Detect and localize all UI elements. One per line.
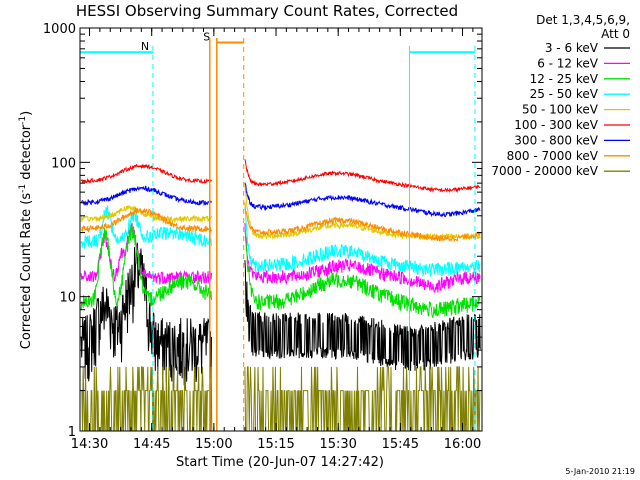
flag-label: S	[203, 30, 210, 43]
series-line	[244, 366, 481, 432]
x-tick-label: 16:00	[444, 437, 481, 452]
series-line	[244, 202, 481, 243]
legend-label: 100 - 300 keV	[514, 118, 598, 132]
x-tick-label: 15:00	[195, 437, 232, 452]
y-tick-label: 1	[68, 425, 76, 440]
flag-label: N	[141, 40, 149, 53]
x-axis-ticks: 14:30 14:45 15:00 15:15 15:30 15:45 16:00	[71, 28, 481, 452]
legend-label: 25 - 50 keV	[530, 87, 599, 101]
series-line	[244, 159, 481, 194]
y-tick-label: 10	[59, 291, 76, 306]
legend-header-line-1: Det 1,3,4,5,6,9,	[536, 13, 630, 27]
series-line	[244, 184, 481, 241]
series-line	[80, 163, 212, 185]
series-line	[244, 230, 481, 318]
x-axis-label: Start Time (20-Jun-07 14:27:42)	[176, 455, 384, 470]
legend-label: 300 - 800 keV	[514, 133, 598, 147]
y-tick-label: 1000	[43, 22, 76, 37]
footer-date: 5-Jan-2010 21:19	[565, 467, 635, 476]
series-line	[244, 260, 481, 371]
series-line	[244, 182, 481, 218]
y-axis-ticks: 1 10 100 1000	[43, 22, 482, 440]
x-tick-label: 14:30	[71, 437, 108, 452]
x-tick-label: 15:45	[382, 437, 419, 452]
x-tick-label: 15:15	[257, 437, 294, 452]
legend-header-line-2: Att 0	[601, 27, 630, 41]
series-line	[81, 207, 212, 233]
series-line	[80, 224, 212, 310]
series-line	[80, 242, 212, 390]
data-series-layer	[80, 159, 481, 432]
x-tick-label: 15:30	[319, 437, 356, 452]
x-tick-label: 14:45	[133, 437, 170, 452]
series-line	[81, 366, 213, 432]
annotation-layer: NS	[80, 30, 476, 431]
chart-title: HESSI Observing Summary Count Rates, Cor…	[76, 2, 458, 20]
legend-label: 3 - 6 keV	[545, 41, 599, 55]
series-line	[244, 207, 481, 278]
series-line	[80, 205, 212, 249]
y-tick-label: 100	[51, 156, 76, 171]
legend-label: 12 - 25 keV	[530, 72, 599, 86]
legend-label: 50 - 100 keV	[522, 103, 599, 117]
legend-label: 800 - 7000 keV	[507, 149, 599, 163]
series-line	[80, 204, 212, 224]
legend-label: 7000 - 20000 keV	[491, 164, 598, 178]
series-line	[80, 185, 212, 207]
y-axis-label: Corrected Count Rate (s-1 detector-1)	[18, 111, 34, 349]
plot-frame	[79, 27, 483, 432]
legend-label: 6 - 12 keV	[537, 56, 599, 70]
series-line	[244, 223, 481, 294]
